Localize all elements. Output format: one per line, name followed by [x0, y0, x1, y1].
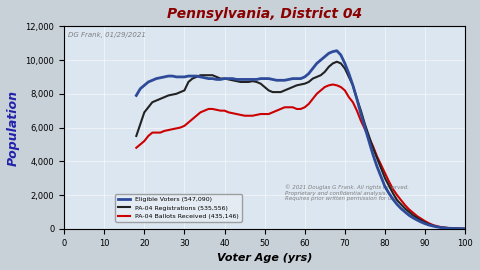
- Text: © 2021 Douglas G Frank. All rights reserved.
Proprietary and confidential analys: © 2021 Douglas G Frank. All rights reser…: [285, 184, 408, 201]
- Text: DG Frank, 01/29/2021: DG Frank, 01/29/2021: [68, 32, 146, 38]
- X-axis label: Voter Age (yrs): Voter Age (yrs): [217, 253, 312, 263]
- Legend: Eligible Voters (547,090), PA-04 Registrations (535,556), PA-04 Ballots Received: Eligible Voters (547,090), PA-04 Registr…: [115, 194, 241, 222]
- Y-axis label: Population: Population: [7, 90, 20, 166]
- Title: Pennsylvania, District 04: Pennsylvania, District 04: [167, 7, 362, 21]
